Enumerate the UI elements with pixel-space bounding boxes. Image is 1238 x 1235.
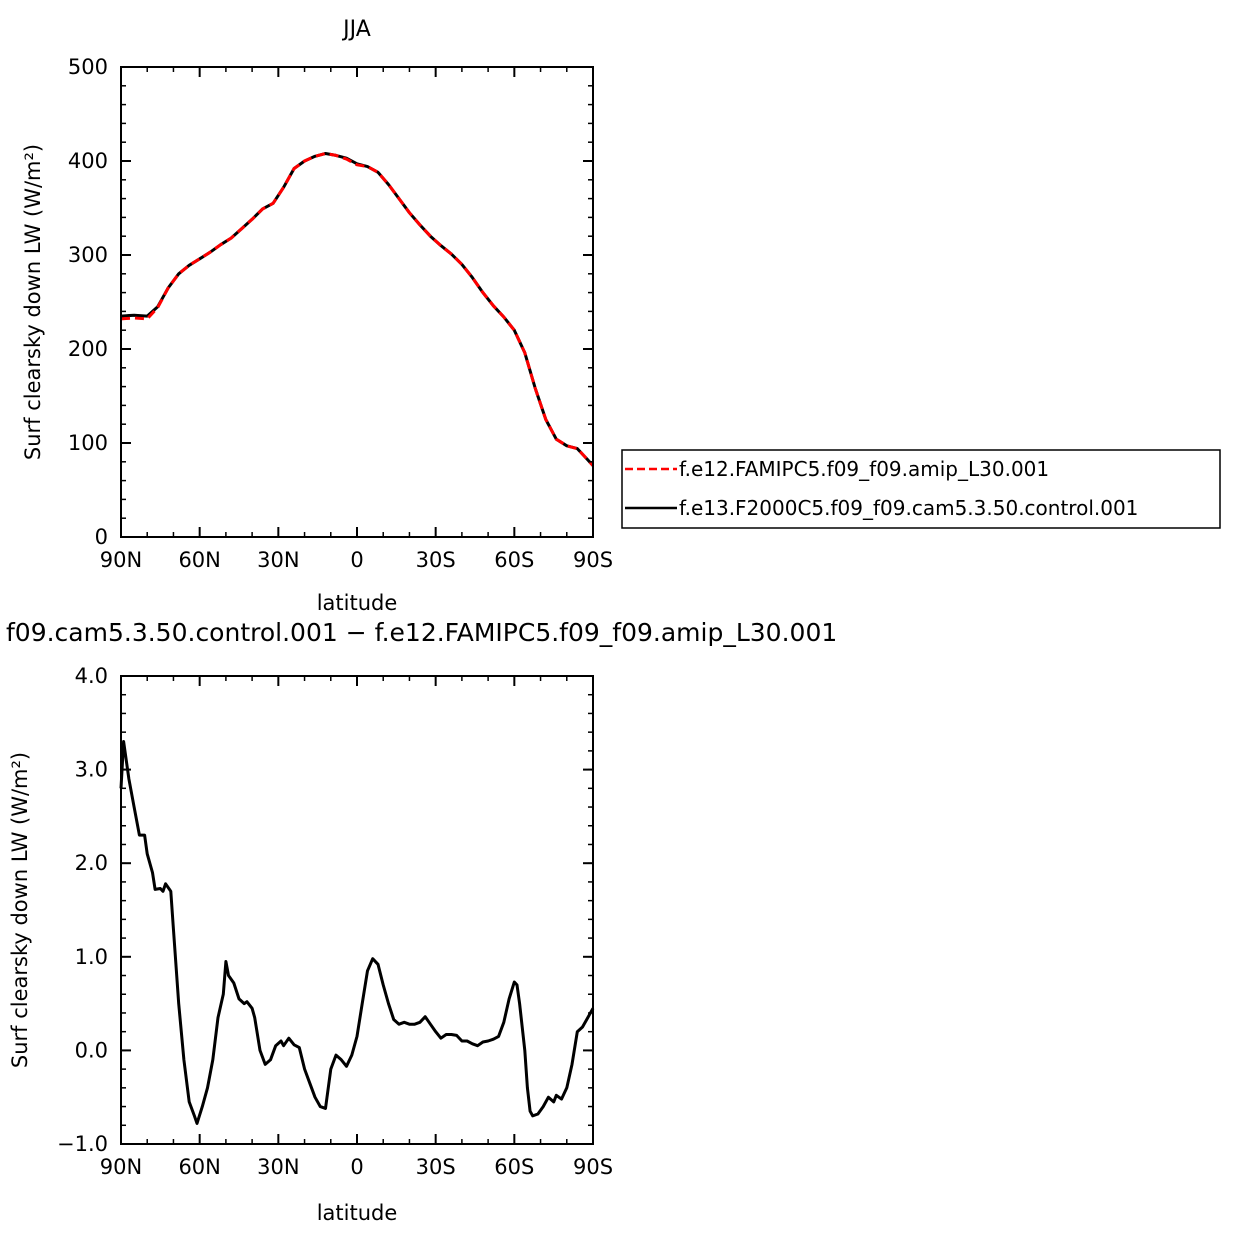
top-x-tick-label: 90N xyxy=(100,548,142,572)
bottom-y-tick-label: 2.0 xyxy=(75,851,108,875)
bottom-y-tick-label: −1.0 xyxy=(57,1132,108,1156)
bottom-x-tick-label: 90S xyxy=(573,1155,613,1179)
bottom-series-line-1 xyxy=(119,740,595,1125)
top-y-tick-label: 100 xyxy=(68,431,108,455)
top-x-tick-label: 0 xyxy=(350,548,363,572)
legend-label-series-1: f.e12.FAMIPC5.f09_f09.amip_L30.001 xyxy=(679,457,1049,481)
bottom-x-tick-label: 0 xyxy=(350,1155,363,1179)
bottom-x-tick-label: 60N xyxy=(178,1155,220,1179)
top-y-tick-label: 500 xyxy=(68,55,108,79)
bottom-x-tick-label: 30S xyxy=(416,1155,456,1179)
top-panel-title: JJA xyxy=(341,17,371,42)
top-y-tick-label: 0 xyxy=(95,525,108,549)
top-x-tick-label: 30S xyxy=(416,548,456,572)
top-x-axis-label: latitude xyxy=(317,591,398,615)
top-panel: JJA 90N 60N 30N 0 30S 60S 90S0100200300400500 … xyxy=(21,17,613,615)
legend-label-series-2: f.e13.F2000C5.f09_f09.cam5.3.50.control.… xyxy=(679,496,1138,520)
top-x-tick-label: 30N xyxy=(257,548,299,572)
top-x-tick-label: 60S xyxy=(494,548,534,572)
bottom-panel: f09.cam5.3.50.control.001 − f.e12.FAMIPC… xyxy=(6,618,837,1225)
bottom-x-tick-label: 30N xyxy=(257,1155,299,1179)
legend-box xyxy=(621,449,1221,529)
top-series-line-1 xyxy=(120,152,595,467)
bottom-panel-title: f09.cam5.3.50.control.001 − f.e12.FAMIPC… xyxy=(6,618,837,647)
top-x-tick-label: 60N xyxy=(178,548,220,572)
bottom-plot-frame xyxy=(120,675,594,1145)
bottom-y-axis-label: Surf clearsky down LW (W/m²) xyxy=(8,752,32,1068)
top-y-tick-label: 300 xyxy=(68,243,108,267)
top-series-line-2 xyxy=(120,152,595,467)
bottom-y-tick-label: 4.0 xyxy=(75,664,108,688)
bottom-y-tick-label: 3.0 xyxy=(75,758,108,782)
bottom-y-tick-label: 1.0 xyxy=(75,945,108,969)
bottom-x-tick-label: 60S xyxy=(494,1155,534,1179)
top-y-tick-label: 400 xyxy=(68,149,108,173)
top-y-axis-label: Surf clearsky down LW (W/m²) xyxy=(21,144,45,460)
legend: f.e12.FAMIPC5.f09_f09.amip_L30.001 f.e13… xyxy=(621,449,1221,529)
bottom-x-axis-label: latitude xyxy=(317,1201,398,1225)
bottom-x-tick-label: 90N xyxy=(100,1155,142,1179)
bottom-y-tick-label: 0.0 xyxy=(75,1038,108,1062)
top-plot-frame xyxy=(120,66,594,538)
top-x-tick-label: 90S xyxy=(573,548,613,572)
top-y-tick-label: 200 xyxy=(68,337,108,361)
